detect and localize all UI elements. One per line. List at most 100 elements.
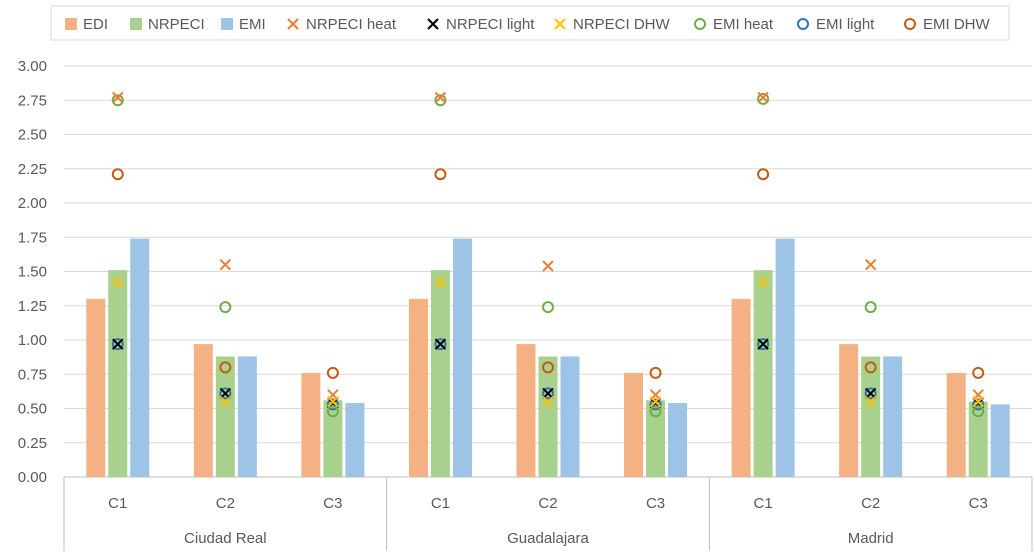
marker-emi-dhw-guadalajara-c3 bbox=[649, 366, 662, 379]
marker-emi-heat-ciudad-real-c3 bbox=[326, 405, 339, 418]
marker-stroke bbox=[434, 338, 447, 350]
y-tick-label: 2.50 bbox=[18, 127, 47, 144]
bar-nrpeci-madrid-c1 bbox=[753, 270, 773, 477]
bar-emi-madrid-c1 bbox=[775, 238, 795, 477]
legend-label: NRPECI light bbox=[446, 16, 535, 33]
x-tick-label: C3 bbox=[969, 495, 988, 512]
marker-nrpeci-light-madrid-c2 bbox=[864, 387, 877, 400]
x-group-label: Guadalajara bbox=[507, 530, 589, 547]
y-tick-label: 2.25 bbox=[18, 161, 47, 178]
marker-nrpeci-dhw-guadalajara-c3 bbox=[649, 395, 662, 408]
x-tick-label: C1 bbox=[754, 495, 773, 512]
y-axis: 0.00 0.25 0.50 0.75 1.00 1.25 1.50 1.75 2.00 2.25… bbox=[18, 58, 47, 486]
marker-stroke bbox=[287, 18, 299, 30]
bar-emi-ciudad-real-c3 bbox=[345, 403, 365, 477]
marker-emi-dhw-madrid-c1 bbox=[757, 168, 770, 181]
x-group-label: Ciudad Real bbox=[184, 530, 267, 547]
marker-emi-heat-madrid-c1 bbox=[757, 92, 770, 105]
marker-stroke bbox=[649, 395, 662, 408]
y-tick-label: 3.00 bbox=[18, 58, 47, 75]
marker-stroke bbox=[112, 338, 124, 350]
y-tick-label: 2.00 bbox=[18, 195, 47, 212]
marker-nrpeci-heat-madrid-c2 bbox=[864, 258, 877, 271]
marker-emi-heat-madrid-c2 bbox=[864, 301, 877, 314]
legend-label: EMI bbox=[239, 16, 266, 33]
marker-nrpeci-dhw-guadalajara-c2 bbox=[542, 395, 554, 408]
legend-item-nrpeci-dhw: NRPECI DHW bbox=[554, 16, 671, 33]
marker-emi-light-madrid-c3 bbox=[972, 398, 985, 411]
legend-label: EMI DHW bbox=[923, 16, 991, 33]
legend-item-nrpeci-heat: NRPECI heat bbox=[287, 16, 397, 33]
marker-nrpeci-heat-guadalajara-c2 bbox=[542, 260, 554, 272]
legend-item-emi-dhw: EMI DHW bbox=[904, 16, 991, 33]
legend-marker-o bbox=[904, 18, 916, 30]
legend-marker-x bbox=[427, 18, 439, 30]
legend-swatch bbox=[221, 18, 233, 30]
y-tick-label: 0.75 bbox=[18, 366, 47, 383]
legend-swatch bbox=[130, 18, 142, 30]
marker-stroke bbox=[757, 276, 769, 289]
bar-emi-guadalajara-c2 bbox=[560, 356, 580, 477]
x-tick-label: C1 bbox=[431, 495, 450, 512]
marker-stroke bbox=[112, 276, 124, 289]
marker-nrpeci-light-guadalajara-c2 bbox=[542, 387, 554, 400]
marker-emi-dhw-madrid-c2 bbox=[864, 361, 877, 374]
y-tick-label: 0.25 bbox=[18, 435, 47, 452]
marker-stroke bbox=[542, 395, 554, 408]
marker-nrpeci-heat-guadalajara-c1 bbox=[434, 91, 447, 104]
legend-label: EDI bbox=[83, 16, 108, 33]
bar-emi-ciudad-real-c2 bbox=[237, 356, 257, 477]
legend-marker-x bbox=[287, 18, 299, 30]
marker-stroke bbox=[542, 387, 554, 400]
legend-frame bbox=[50, 5, 1010, 41]
marker-nrpeci-dhw-madrid-c2 bbox=[864, 395, 877, 408]
y-tick-label: 1.50 bbox=[18, 264, 47, 281]
y-tick-label: 1.00 bbox=[18, 332, 47, 349]
legend-swatch bbox=[65, 18, 77, 30]
legend-label: NRPECI DHW bbox=[573, 16, 671, 33]
legend-label: EMI heat bbox=[713, 16, 774, 33]
marker-stroke bbox=[554, 18, 566, 30]
legend-item-edi: EDI bbox=[65, 16, 108, 33]
marker-nrpeci-dhw-ciudad-real-c3 bbox=[327, 395, 339, 408]
bar-emi-madrid-c2 bbox=[883, 356, 903, 477]
marker-emi-light-ciudad-real-c1 bbox=[111, 338, 124, 351]
marker-emi-light-guadalajara-c3 bbox=[649, 398, 662, 411]
marker-emi-light-guadalajara-c1 bbox=[434, 338, 447, 351]
marker-stroke bbox=[542, 260, 554, 272]
bar-nrpeci-guadalajara-c3 bbox=[646, 400, 666, 477]
marker-nrpeci-dhw-ciudad-real-c1 bbox=[112, 276, 124, 289]
y-tick-label: 2.75 bbox=[18, 92, 47, 109]
marker-emi-dhw-madrid-c3 bbox=[972, 366, 985, 379]
marker-emi-dhw-guadalajara-c1 bbox=[434, 168, 447, 181]
legend-item-emi-heat: EMI heat bbox=[694, 16, 774, 33]
bar-edi-ciudad-real-c2 bbox=[193, 344, 213, 477]
bar-nrpeci-madrid-c3 bbox=[968, 401, 988, 477]
marker-nrpeci-dhw-madrid-c3 bbox=[972, 395, 984, 408]
marker-emi-light-madrid-c2 bbox=[864, 387, 877, 400]
marker-stroke bbox=[757, 338, 769, 350]
marker-emi-heat-guadalajara-c3 bbox=[649, 405, 662, 418]
marker-emi-heat-madrid-c3 bbox=[972, 405, 985, 418]
legend-marker-x bbox=[554, 18, 566, 30]
markers bbox=[111, 91, 985, 418]
bar-edi-madrid-c2 bbox=[839, 344, 859, 477]
legend-marker-o bbox=[797, 18, 809, 30]
bar-emi-guadalajara-c1 bbox=[452, 238, 472, 477]
x-tick-label: C3 bbox=[323, 495, 342, 512]
marker-nrpeci-dhw-guadalajara-c1 bbox=[434, 276, 447, 289]
y-tick-label: 1.25 bbox=[18, 298, 47, 315]
bar-nrpeci-madrid-c2 bbox=[861, 356, 881, 477]
bar-edi-guadalajara-c3 bbox=[624, 372, 644, 477]
marker-emi-heat-ciudad-real-c2 bbox=[219, 301, 232, 314]
marker-emi-light-madrid-c1 bbox=[757, 338, 770, 351]
y-tick-label: 0.50 bbox=[18, 401, 47, 418]
marker-nrpeci-light-ciudad-real-c2 bbox=[219, 387, 232, 400]
bar-nrpeci-ciudad-real-c1 bbox=[108, 270, 128, 477]
marker-stroke bbox=[112, 91, 124, 104]
legend-label: NRPECI heat bbox=[306, 16, 397, 33]
marker-emi-light-guadalajara-c2 bbox=[542, 387, 554, 400]
x-axis: C1 C2 C3 Ciudad Real C1 C2 C3 Guadalajara C1 C2 C3… bbox=[63, 477, 1033, 551]
bar-edi-ciudad-real-c3 bbox=[301, 372, 321, 477]
